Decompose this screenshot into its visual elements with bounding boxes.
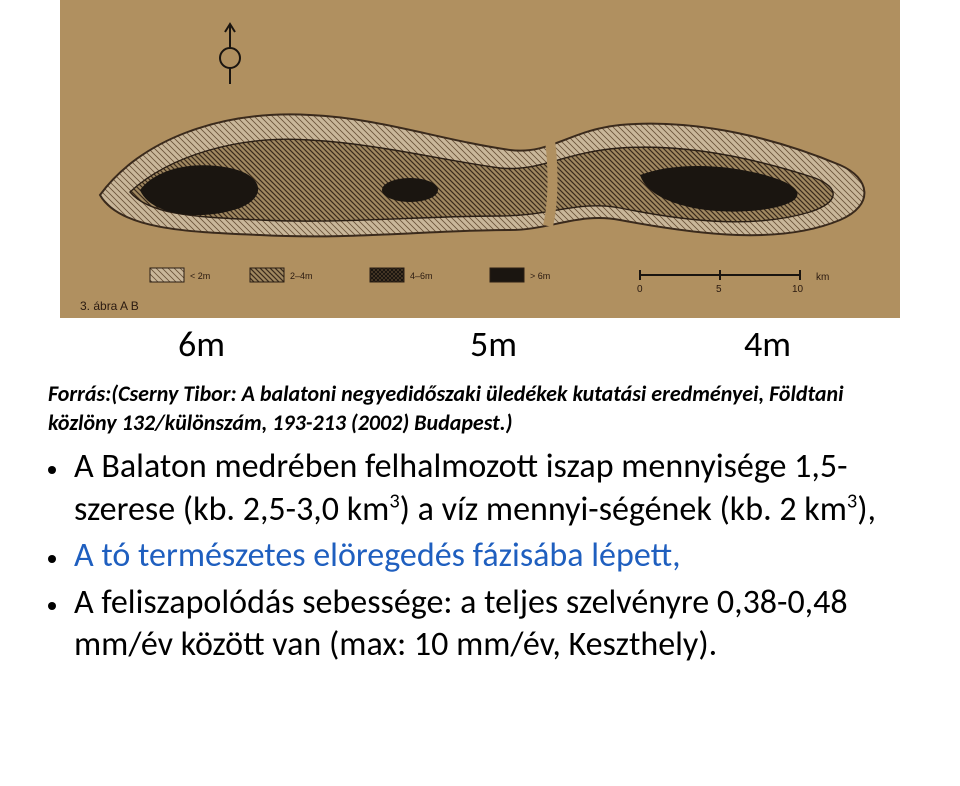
map-legend: < 2m 2–4m 4–6m > 6m [150,268,550,282]
depth-label-6m: 6m [178,322,225,366]
source-citation: Forrás:(Cserny Tibor: A balatoni negyedi… [48,380,912,437]
bullet-1-text: A Balaton medrében felhalmozott iszap me… [74,446,920,531]
legend-label-0: < 2m [190,271,210,281]
depth-label-5m: 5m [470,322,517,366]
depth-label-row: 6m 5m 4m [0,318,960,370]
lake-map-svg: < 2m 2–4m 4–6m > 6m 0 5 10 km 3. ábra [60,0,900,318]
scale-tick-1: 5 [716,284,722,295]
bullet-1: A Balaton medrében felhalmozott iszap me… [48,446,920,531]
map-figure: < 2m 2–4m 4–6m > 6m 0 5 10 km 3. ábra [60,0,900,318]
source-prefix: Forrás: [48,380,111,407]
source-text: (Cserny Tibor: A balatoni negyedidőszaki… [48,380,844,436]
scale-unit: km [816,272,829,283]
bullet-3: A feliszapolódás sebessége: a teljes sze… [48,582,920,667]
depth-label-4m: 4m [744,322,791,366]
bullet-2-text: A tó természetes elöregedés fázisába lép… [74,535,681,578]
bullet-dot-icon [48,602,56,610]
bullet-dot-icon [48,555,56,563]
bullet-dot-icon [48,466,56,474]
bullet-list: A Balaton medrében felhalmozott iszap me… [48,446,920,671]
map-scalebar: 0 5 10 km [637,270,829,295]
bullet-3-text: A feliszapolódás sebessége: a teljes sze… [74,582,920,667]
legend-label-1: 2–4m [290,271,313,281]
scale-tick-2: 10 [792,284,804,295]
scale-tick-0: 0 [637,284,643,295]
legend-label-2: 4–6m [410,271,433,281]
map-caption-fragment: 3. ábra A B [80,299,139,313]
bullet-2: A tó természetes elöregedés fázisába lép… [48,535,920,578]
legend-label-3: > 6m [530,271,550,281]
slide: < 2m 2–4m 4–6m > 6m 0 5 10 km 3. ábra [0,0,960,786]
